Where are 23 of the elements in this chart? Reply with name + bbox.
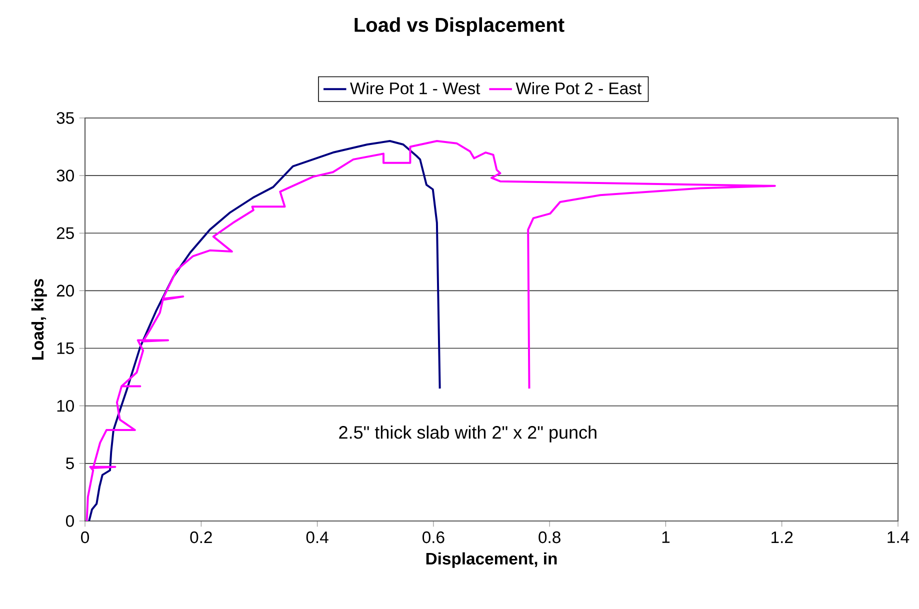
x-tick-label: 0	[81, 531, 89, 544]
legend-label: Wire Pot 1 - West	[350, 82, 480, 94]
annotation: 2.5" thick slab with 2" x 2" punch	[339, 426, 596, 442]
x-axis-title: Displacement, in	[426, 552, 557, 568]
y-tick-label: 15	[57, 342, 74, 354]
y-tick-label: 20	[56, 284, 74, 297]
y-axis-title: Load, kips	[31, 278, 47, 360]
y-tick-label: 10	[57, 400, 74, 412]
line-series	[86, 140, 776, 521]
x-tick-label: 1.4	[888, 531, 910, 543]
legend-label: Wire Pot 2 - East	[516, 82, 642, 94]
x-tick-label: 1	[662, 531, 670, 543]
y-tick-label: 30	[56, 170, 74, 182]
x-tick-label: 0.4	[306, 531, 328, 544]
y-tick-label: 5	[66, 458, 74, 470]
y-tick-label: 0	[66, 515, 74, 527]
x-tick-label: 0.8	[538, 531, 560, 544]
y-tick-label: 35	[56, 112, 74, 124]
y-tick-label: 25	[56, 227, 74, 240]
x-tick-label: 0.6	[422, 531, 444, 544]
chart-title: Load vs Displacement	[354, 17, 564, 36]
x-tick-label: 1.2	[772, 531, 793, 544]
x-tick-label: 0.2	[190, 531, 212, 544]
